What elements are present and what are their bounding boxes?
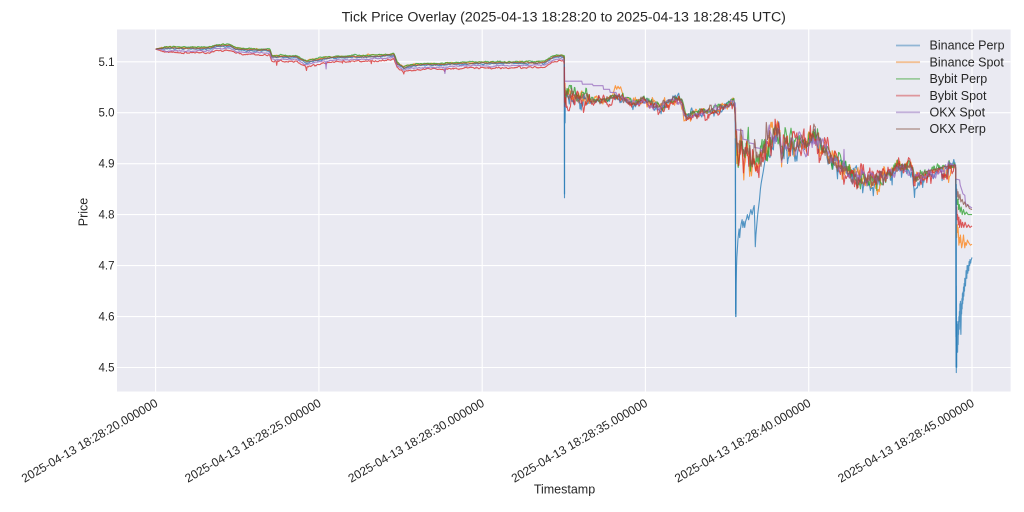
- svg-text:Binance Spot: Binance Spot: [930, 55, 1005, 69]
- svg-text:4.9: 4.9: [99, 159, 115, 171]
- svg-text:Bybit Spot: Bybit Spot: [930, 89, 988, 103]
- svg-text:Timestamp: Timestamp: [534, 483, 595, 497]
- svg-text:Price: Price: [77, 198, 91, 227]
- svg-text:4.8: 4.8: [99, 210, 115, 222]
- svg-text:5.1: 5.1: [99, 57, 115, 69]
- svg-text:4.5: 4.5: [99, 363, 115, 375]
- svg-text:Binance Perp: Binance Perp: [930, 39, 1005, 53]
- svg-text:5.0: 5.0: [99, 108, 115, 120]
- svg-text:4.6: 4.6: [99, 312, 115, 324]
- svg-text:OKX Perp: OKX Perp: [930, 122, 986, 136]
- svg-text:Bybit Perp: Bybit Perp: [930, 72, 988, 86]
- svg-text:4.7: 4.7: [99, 261, 115, 273]
- svg-text:Tick Price Overlay (2025-04-13: Tick Price Overlay (2025-04-13 18:28:20 …: [342, 10, 786, 26]
- svg-text:OKX Spot: OKX Spot: [930, 106, 986, 120]
